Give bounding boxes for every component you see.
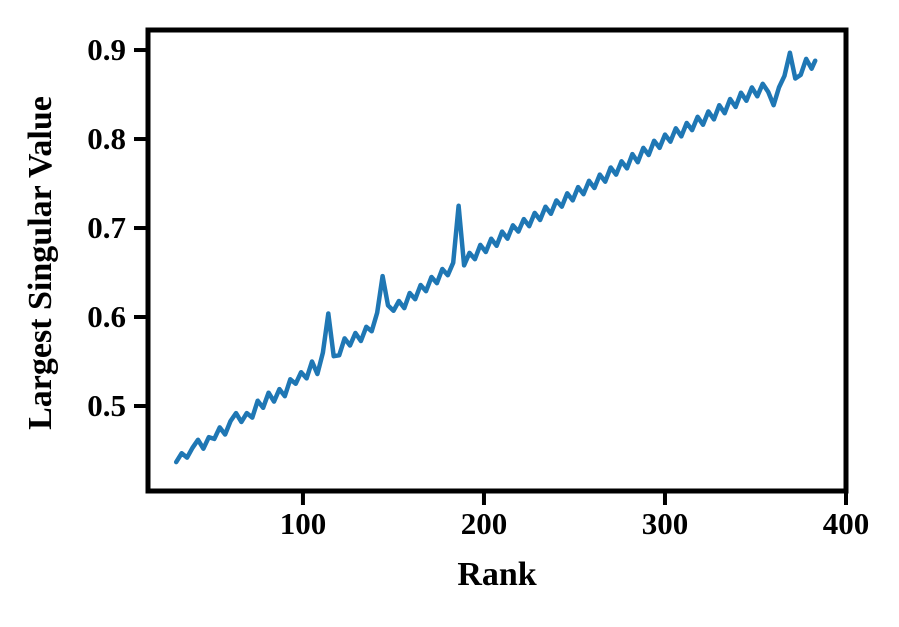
x-tick-label: 300 bbox=[641, 506, 689, 541]
plot-border bbox=[145, 27, 849, 494]
x-tick-label: 200 bbox=[460, 506, 508, 541]
y-tick-label: 0.8 bbox=[87, 121, 126, 157]
singular-value-line bbox=[173, 50, 818, 465]
y-tick-label: 0.5 bbox=[87, 388, 126, 423]
x-tick-label: 400 bbox=[822, 506, 870, 541]
y-tick-label: 0.7 bbox=[87, 210, 126, 246]
x-tick-label: 100 bbox=[279, 506, 327, 541]
y-tick-label: 0.9 bbox=[87, 32, 126, 68]
y-axis-label: Largest Singular Value bbox=[22, 96, 59, 430]
y-tick-label: 0.6 bbox=[87, 299, 126, 334]
x-axis-label: Rank bbox=[457, 556, 537, 593]
